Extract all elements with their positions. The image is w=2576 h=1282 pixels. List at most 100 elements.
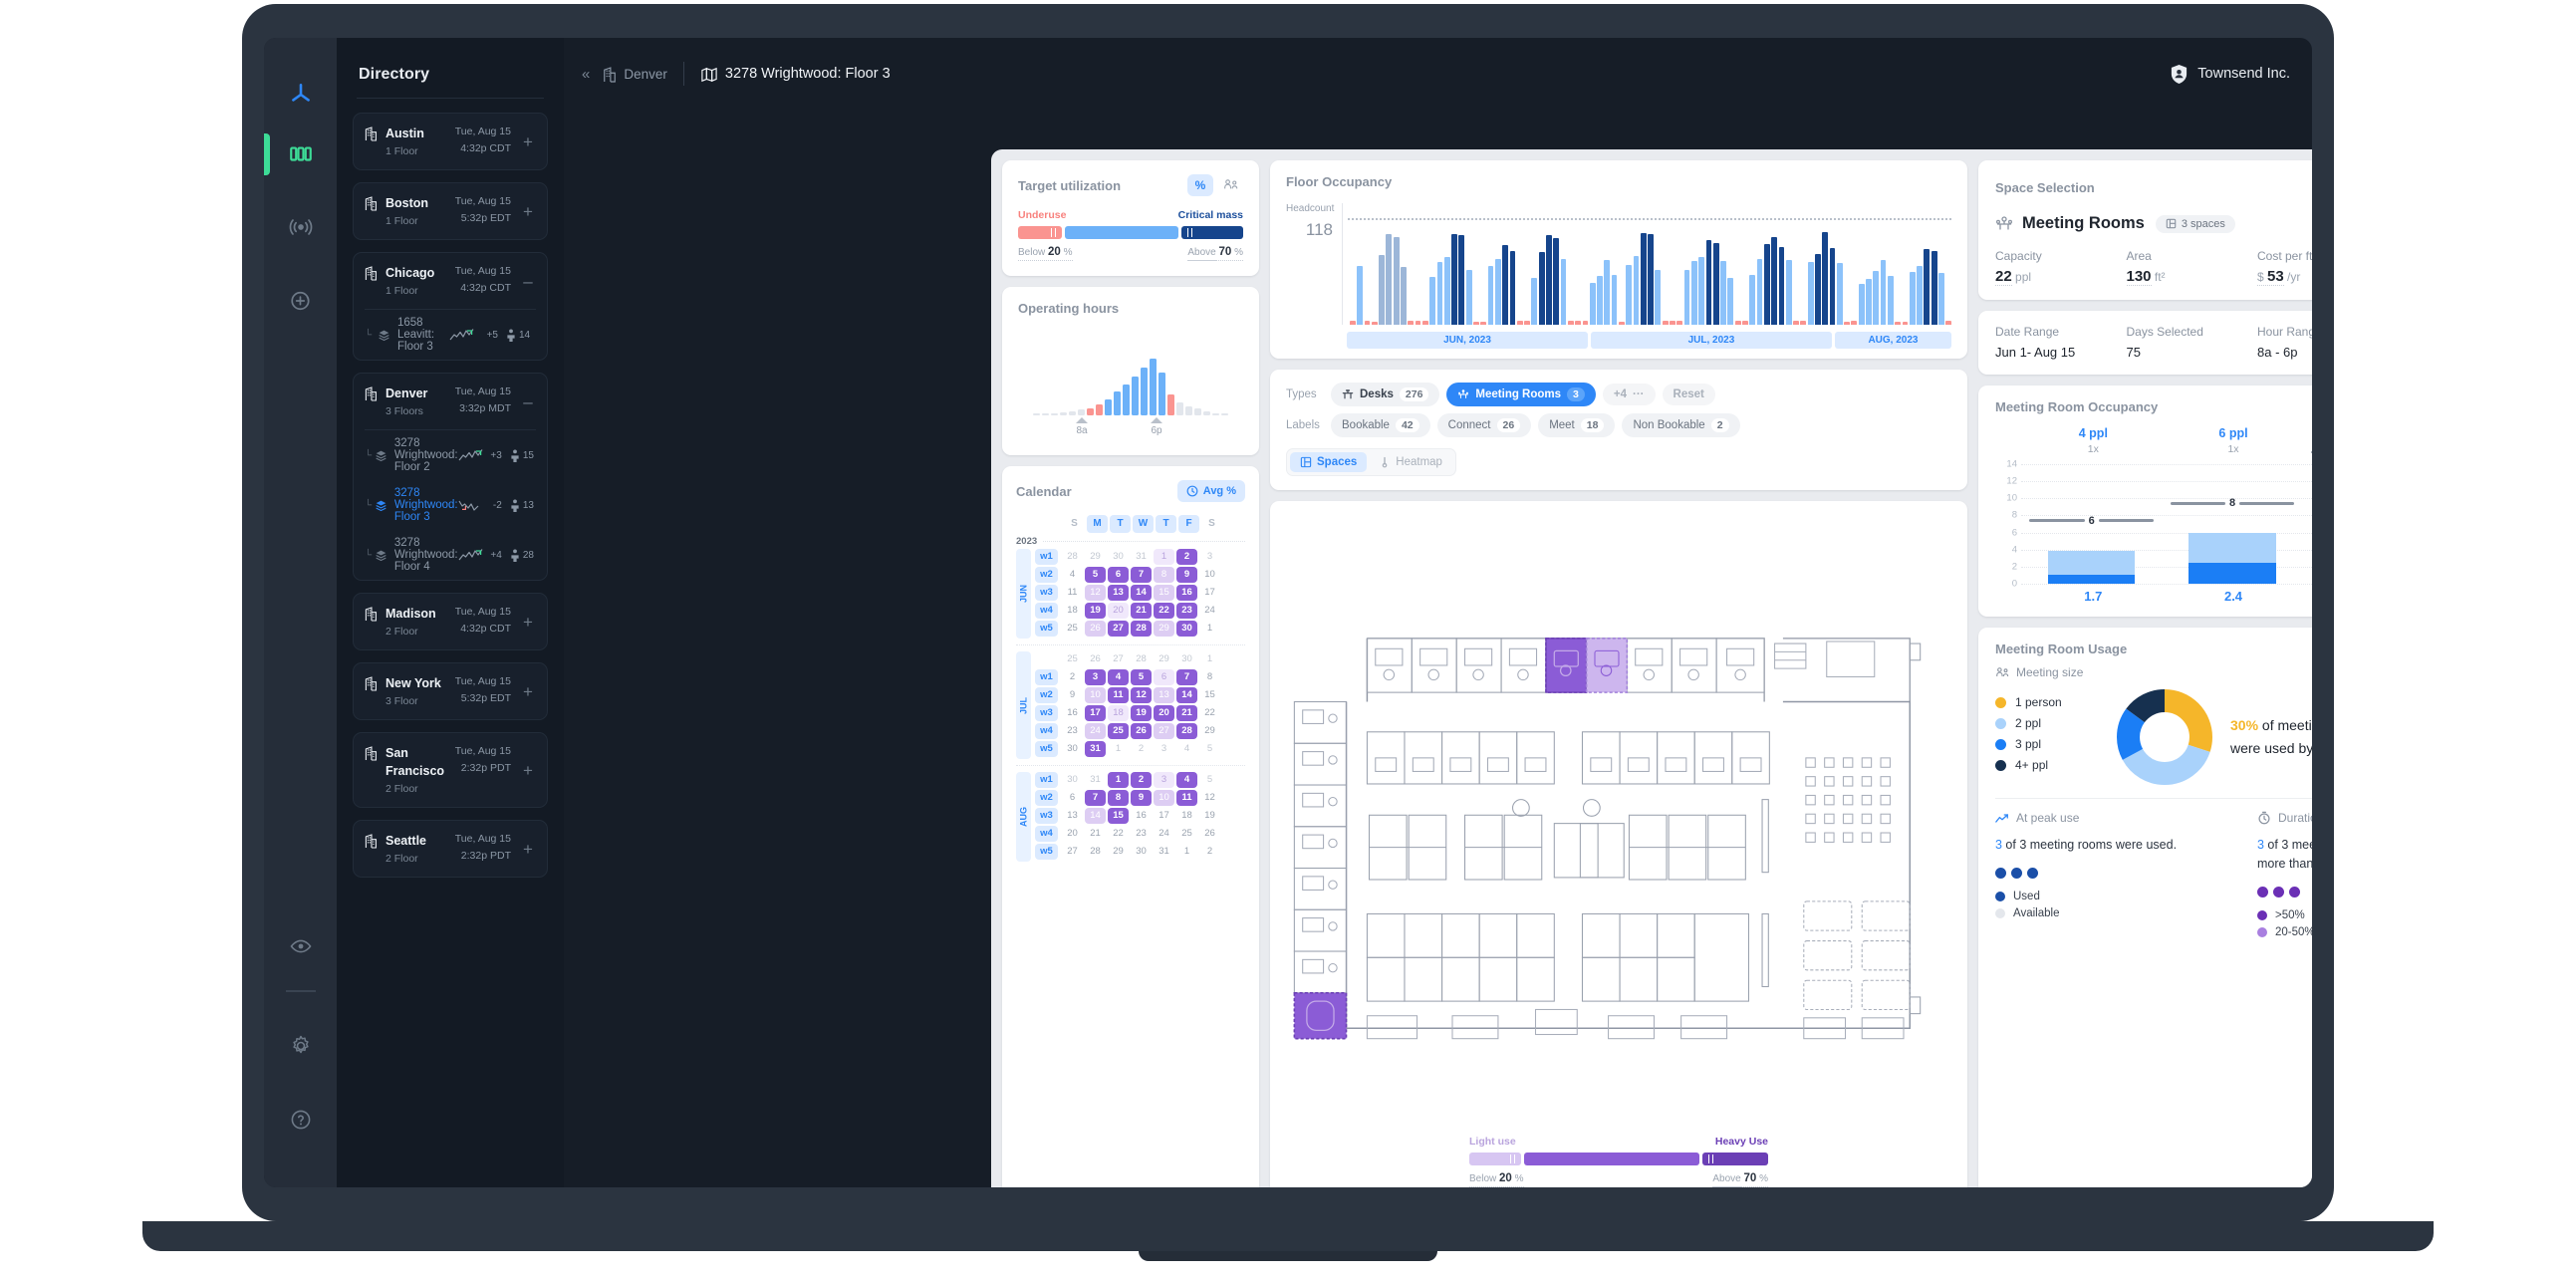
rail-item-sensors[interactable]: [264, 195, 337, 259]
floor-occupancy-bar[interactable]: [1807, 262, 1814, 325]
calendar-day[interactable]: 21: [1131, 603, 1152, 619]
mro-column[interactable]: 6: [2021, 464, 2162, 584]
calendar-day[interactable]: 29: [1154, 621, 1174, 637]
calendar-day[interactable]: 9: [1131, 790, 1152, 806]
city-expand-toggle[interactable]: +: [523, 840, 533, 859]
city-expand-toggle[interactable]: +: [523, 202, 533, 221]
calendar-day[interactable]: 5: [1206, 774, 1213, 785]
calendar-day[interactable]: 16: [1176, 585, 1197, 601]
mu-legend-item[interactable]: 4+ ppl: [1995, 758, 2099, 772]
floor-occupancy-bar[interactable]: [1524, 321, 1530, 325]
calendar-day[interactable]: 6: [1154, 669, 1174, 685]
floor-occupancy-bar[interactable]: [1690, 261, 1697, 325]
floor-occupancy-bar[interactable]: [1509, 250, 1516, 325]
calendar-day[interactable]: 1: [1154, 549, 1174, 565]
rail-item-visibility[interactable]: [264, 914, 337, 978]
floor-occupancy-bar[interactable]: [1655, 269, 1662, 325]
calendar-day[interactable]: 25: [1181, 828, 1192, 839]
calendar-day[interactable]: 2: [1176, 549, 1197, 565]
floorplan-canvas[interactable]: [1286, 511, 1951, 1130]
floor-occupancy-bar[interactable]: [1589, 283, 1596, 325]
calendar-day[interactable]: 23: [1136, 828, 1147, 839]
calendar-day[interactable]: 20: [1067, 828, 1078, 839]
calendar-day[interactable]: 13: [1154, 687, 1174, 703]
city-header[interactable]: San Francisco 2 Floor Tue, Aug 15 2:32p …: [354, 733, 547, 807]
calendar-day[interactable]: 18: [1108, 705, 1129, 721]
calendar-week-label[interactable]: w1: [1035, 669, 1058, 685]
floor-occupancy-bar[interactable]: [1851, 321, 1858, 325]
calendar-day[interactable]: 4: [1069, 569, 1076, 580]
above-threshold[interactable]: Above 70 %: [1187, 246, 1243, 261]
floor-occupancy-bar[interactable]: [1386, 233, 1393, 325]
calendar-day[interactable]: 12: [1204, 792, 1215, 803]
calendar-day[interactable]: 27: [1154, 723, 1174, 739]
city-header[interactable]: Seattle 2 Floor Tue, Aug 15 2:32p PDT +: [354, 821, 547, 877]
app-logo-icon[interactable]: [284, 78, 318, 112]
floor-occupancy-bar[interactable]: [1443, 256, 1450, 325]
calendar-day[interactable]: 24: [1085, 723, 1106, 739]
floor-occupancy-bar[interactable]: [1676, 321, 1683, 325]
rail-item-help[interactable]: [264, 1088, 337, 1152]
filter-chip-meeting-rooms[interactable]: Meeting Rooms 3: [1446, 383, 1596, 406]
floor-occupancy-bar[interactable]: [1582, 321, 1589, 325]
floor-occupancy-bar[interactable]: [1712, 243, 1719, 325]
calendar-day[interactable]: 30: [1067, 774, 1078, 785]
calendar-day[interactable]: 15: [1154, 585, 1174, 601]
utilization-slider[interactable]: [1018, 226, 1243, 239]
calendar-day[interactable]: 8: [1206, 671, 1213, 682]
calendar-day[interactable]: 10: [1085, 687, 1106, 703]
floor-occupancy-bar[interactable]: [1421, 321, 1428, 325]
calendar-day[interactable]: 1: [1206, 653, 1213, 664]
floor-occupancy-bar[interactable]: [1785, 259, 1792, 325]
floor-occupancy-bar[interactable]: [1575, 321, 1581, 325]
floor-occupancy-bar[interactable]: [1604, 259, 1611, 325]
city-expand-toggle[interactable]: –: [523, 392, 533, 411]
floor-occupancy-bar[interactable]: [1902, 322, 1909, 325]
city-header[interactable]: Denver 3 Floors Tue, Aug 15 3:32p MDT –: [354, 374, 547, 429]
floor-occupancy-bar[interactable]: [1829, 248, 1836, 325]
calendar-day[interactable]: 28: [1136, 653, 1147, 664]
calendar-day[interactable]: 22: [1154, 603, 1174, 619]
filter-chip-desks[interactable]: Desks 276: [1331, 383, 1440, 406]
floor-occupancy-bar[interactable]: [1494, 258, 1501, 325]
calendar-week-label[interactable]: w5: [1035, 741, 1058, 757]
floor-occupancy-bar[interactable]: [1924, 249, 1931, 325]
calendar-day[interactable]: 4: [1183, 743, 1190, 754]
collapse-sidebar-button[interactable]: «: [582, 65, 591, 83]
calendar-day[interactable]: 26: [1085, 621, 1106, 637]
filter-chip-non-bookable[interactable]: Non Bookable 2: [1622, 413, 1740, 437]
calendar-day[interactable]: 3: [1085, 669, 1106, 685]
calendar-day[interactable]: 3: [1154, 772, 1174, 788]
calendar-months[interactable]: JUN w1 28 29 30 31 1 2 3 w2 4 5 6 7 8 9 10 w3 11 12 13 14 1…: [1016, 549, 1245, 862]
calendar-day[interactable]: 29: [1113, 846, 1124, 857]
mro-bars[interactable]: 6 8 14: [2021, 450, 2312, 584]
brand[interactable]: Townsend Inc.: [2170, 64, 2290, 85]
calendar-day[interactable]: 28: [1131, 621, 1152, 637]
calendar-week-label[interactable]: w2: [1035, 790, 1058, 806]
floor-occupancy-bar[interactable]: [1567, 321, 1574, 325]
floor-occupancy-bar[interactable]: [1451, 233, 1457, 325]
calendar-day[interactable]: 20: [1154, 705, 1174, 721]
floor-occupancy-bar[interactable]: [1662, 321, 1669, 325]
floor-row[interactable]: └ 3278 Wrightwood: Floor 4 +4 28: [354, 530, 547, 580]
floor-occupancy-bar[interactable]: [1538, 251, 1545, 325]
filter-chip-bookable[interactable]: Bookable 42: [1331, 413, 1430, 437]
calendar-day[interactable]: 31: [1159, 846, 1169, 857]
floor-occupancy-bar[interactable]: [1415, 321, 1421, 325]
percent-mode-button[interactable]: %: [1187, 174, 1213, 196]
calendar-day[interactable]: 25: [1067, 623, 1078, 634]
calendar-day[interactable]: 1: [1206, 623, 1213, 634]
calendar-day[interactable]: 9: [1176, 567, 1197, 583]
calendar-week-label[interactable]: w2: [1035, 687, 1058, 703]
view-tab-spaces[interactable]: Spaces: [1290, 452, 1368, 472]
mu-legend-item[interactable]: 2 ppl: [1995, 716, 2099, 730]
calendar-week-label[interactable]: w5: [1035, 844, 1058, 860]
calendar-week-label[interactable]: w4: [1035, 603, 1058, 619]
city-header[interactable]: Madison 2 Floor Tue, Aug 15 4:32p CDT +: [354, 594, 547, 649]
calendar-week-label[interactable]: w1: [1035, 549, 1058, 565]
city-card[interactable]: Madison 2 Floor Tue, Aug 15 4:32p CDT +: [353, 593, 548, 650]
floor-occupancy-bar[interactable]: [1473, 322, 1479, 325]
calendar-day[interactable]: 14: [1131, 585, 1152, 601]
calendar-day[interactable]: 29: [1159, 653, 1169, 664]
city-expand-toggle[interactable]: +: [523, 613, 533, 632]
